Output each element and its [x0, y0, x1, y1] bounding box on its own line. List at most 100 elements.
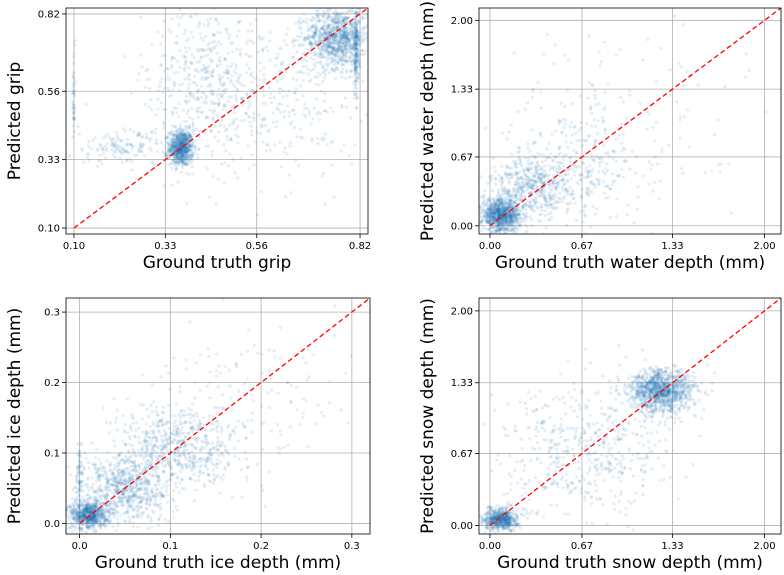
scatter-point: [568, 185, 572, 189]
scatter-point: [137, 150, 141, 154]
scatter-point: [573, 202, 577, 206]
scatter-point: [180, 148, 184, 152]
scatter-point: [268, 39, 272, 43]
scatter-point: [229, 65, 233, 69]
scatter-point: [333, 54, 337, 58]
scatter-point: [520, 177, 525, 181]
scatter-point: [139, 15, 143, 19]
scatter-point: [312, 17, 316, 21]
scatter-point: [310, 35, 314, 39]
scatter-point: [481, 202, 485, 206]
scatter-point: [204, 144, 208, 148]
scatter-point: [370, 46, 373, 49]
scatter-point: [240, 119, 244, 123]
scatter-point: [187, 132, 191, 136]
scatter-point: [185, 146, 189, 151]
scatter-point: [184, 150, 188, 154]
scatter-point: [188, 157, 192, 161]
scatter-point: [297, 21, 301, 25]
scatter-point: [588, 107, 592, 111]
scatter-point: [322, 28, 326, 32]
scatter-point: [217, 97, 221, 101]
scatter-point: [341, 48, 345, 53]
scatter-point: [328, 45, 332, 49]
scatter-point: [179, 143, 183, 147]
scatter-point: [169, 148, 173, 152]
scatter-point: [344, 42, 349, 46]
scatter-point: [613, 179, 617, 183]
scatter-point: [140, 135, 144, 140]
scatter-point: [178, 138, 182, 142]
scatter-point: [341, 52, 345, 56]
scatter-point: [341, 38, 345, 42]
scatter-point: [183, 133, 187, 138]
scatter-point: [327, 36, 331, 41]
scatter-point: [169, 93, 173, 97]
scatter-point: [323, 42, 327, 46]
scatter-point: [287, 89, 291, 93]
scatter-point: [169, 30, 173, 34]
scatter-point: [176, 152, 180, 156]
scatter-point: [185, 130, 189, 134]
scatter-point: [282, 150, 286, 154]
scatter-point: [187, 143, 191, 148]
scatter-point: [521, 212, 525, 216]
scatter-point: [545, 156, 549, 160]
scatter-point: [183, 141, 187, 145]
scatter-point: [181, 161, 185, 165]
scatter-point: [179, 132, 184, 136]
scatter-point: [184, 132, 188, 137]
scatter-point: [100, 162, 104, 166]
scatter-point: [168, 148, 173, 152]
scatter-point: [569, 141, 574, 145]
scatter-point: [544, 226, 548, 230]
scatter-point: [303, 58, 307, 62]
scatter-point: [586, 186, 591, 190]
scatter-point: [336, 42, 340, 46]
scatter-point: [198, 106, 202, 110]
scatter-point: [360, 49, 364, 53]
scatter-point: [348, 49, 352, 53]
scatter-point: [195, 127, 199, 131]
scatter-point: [591, 204, 595, 208]
scatter-point: [471, 200, 474, 203]
scatter-point: [347, 41, 351, 45]
scatter-point: [626, 203, 630, 207]
scatter-point: [331, 47, 335, 51]
scatter-point: [512, 216, 516, 220]
scatter-point: [216, 40, 221, 44]
scatter-point: [229, 79, 233, 84]
scatter-point: [345, 37, 349, 42]
scatter-point: [543, 164, 547, 168]
scatter-point: [302, 12, 306, 16]
scatter-point: [207, 22, 211, 26]
scatter-point: [182, 139, 186, 143]
scatter-point: [170, 147, 174, 151]
scatter-point: [187, 148, 191, 152]
scatter-point: [268, 30, 272, 35]
scatter-point: [168, 131, 172, 135]
scatter-point: [606, 82, 610, 86]
scatter-point: [66, 527, 69, 531]
scatter-point: [183, 131, 187, 135]
scatter-point: [619, 95, 623, 100]
scatter-point: [172, 141, 176, 145]
scatter-point: [186, 148, 191, 152]
scatter-point: [181, 140, 185, 144]
scatter-point: [360, 31, 364, 35]
scatter-point: [327, 40, 331, 44]
scatter-point: [523, 172, 527, 176]
scatter-point: [335, 53, 339, 57]
scatter-point: [337, 20, 341, 24]
scatter-point: [327, 53, 331, 57]
scatter-point: [323, 69, 327, 73]
scatter-point: [179, 155, 184, 159]
scatter-point: [182, 147, 186, 151]
scatter-point: [182, 154, 186, 159]
scatter-point: [179, 159, 183, 163]
scatter-point: [316, 9, 320, 13]
scatter-point: [179, 149, 183, 153]
scatter-point: [344, 50, 348, 54]
scatter-point: [180, 139, 184, 143]
scatter-point: [177, 83, 181, 87]
